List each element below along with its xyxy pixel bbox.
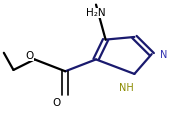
Text: NH: NH xyxy=(119,83,134,93)
Text: H₂N: H₂N xyxy=(86,8,106,18)
Text: O: O xyxy=(53,98,61,108)
Text: O: O xyxy=(26,51,34,61)
Text: N: N xyxy=(161,50,168,60)
